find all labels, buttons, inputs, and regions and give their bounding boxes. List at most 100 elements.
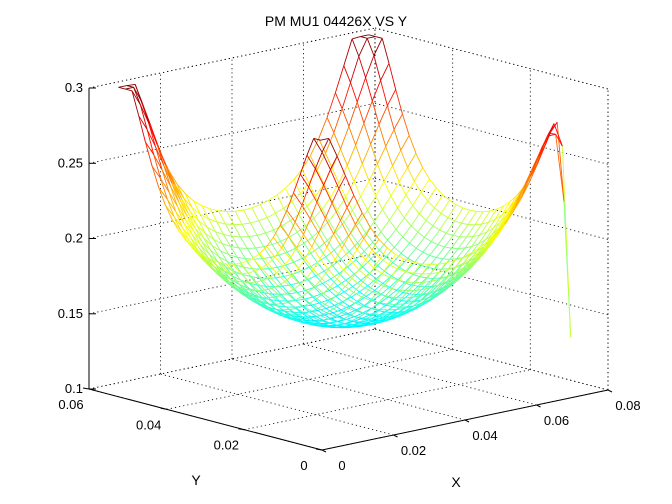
mesh-segment [367, 195, 377, 211]
mesh-segment [357, 242, 365, 252]
mesh-segment [297, 289, 306, 293]
mesh-segment [410, 213, 420, 226]
mesh-segment [355, 251, 365, 261]
mesh-segment [378, 302, 387, 305]
mesh-segment [166, 198, 176, 212]
mesh-segment [191, 207, 201, 215]
mesh-segment [341, 308, 349, 314]
mesh-segment [283, 207, 291, 221]
mesh-segment [232, 263, 240, 265]
mesh-segment [340, 148, 348, 166]
mesh-segment [300, 266, 310, 272]
mesh-segment [375, 180, 385, 197]
mesh-segment [381, 313, 391, 316]
mesh-segment [463, 252, 471, 264]
mesh-segment [227, 271, 237, 282]
mesh-segment [301, 291, 309, 298]
mesh-segment [232, 263, 242, 275]
mesh-segment [370, 143, 378, 165]
mesh-segment [343, 315, 351, 320]
mesh-segment [426, 290, 436, 295]
grid-floor-x-3 [303, 343, 537, 406]
mesh-segment [480, 241, 488, 252]
mesh-segment [183, 197, 193, 208]
mesh-segment [118, 86, 126, 90]
mesh-segment [487, 208, 498, 223]
mesh-segment [412, 261, 421, 265]
mesh-segment [443, 279, 451, 288]
mesh-segment [400, 135, 410, 151]
mesh-segment [282, 284, 291, 287]
mesh-segment [339, 298, 348, 305]
mesh-segment [208, 218, 216, 232]
mesh-segment [383, 314, 391, 319]
mesh-segment [395, 254, 405, 260]
mesh-segment [327, 231, 337, 241]
mesh-segment [296, 307, 306, 314]
mesh-segment [365, 296, 374, 301]
mesh-segment [331, 167, 340, 184]
mesh-segment [304, 312, 314, 318]
mesh-segment [296, 247, 306, 260]
mesh-segment [210, 208, 219, 212]
mesh-segment [474, 223, 482, 226]
mesh-segment [331, 293, 339, 300]
mesh-segment [446, 260, 455, 271]
mesh-segment [361, 212, 371, 228]
mesh-segment [357, 301, 365, 306]
mesh-segment [280, 241, 288, 253]
mesh-segment [356, 238, 365, 250]
mesh-segment [342, 301, 350, 307]
mesh-segment [208, 218, 218, 223]
mesh-segment [296, 232, 305, 244]
mesh-segment [456, 204, 464, 209]
mesh-segment [185, 219, 195, 232]
mesh-segment [301, 169, 310, 184]
mesh-segment [288, 231, 298, 238]
mesh-segment [321, 208, 330, 222]
mesh-segment [200, 214, 209, 220]
mesh-segment [419, 293, 428, 301]
mesh-segment [403, 302, 412, 305]
mesh-segment [413, 272, 423, 275]
mesh-segment [235, 264, 243, 275]
mesh-segment [284, 275, 292, 282]
mesh-segment [271, 288, 281, 297]
mesh-segment [368, 180, 377, 197]
mesh-segment [323, 183, 332, 198]
mesh-segment [215, 231, 224, 236]
mesh-segment [410, 295, 419, 298]
mesh-segment [300, 312, 308, 318]
mesh-segment [153, 154, 161, 179]
mesh-segment [309, 298, 317, 304]
mesh-segment [417, 231, 425, 238]
mesh-segment [405, 181, 415, 196]
mesh-segment [429, 244, 439, 256]
mesh-segment [411, 295, 420, 303]
mesh-segment [380, 286, 390, 295]
mesh-segment [346, 195, 355, 208]
mesh-segment [151, 166, 161, 179]
mesh-segment [424, 278, 434, 288]
mesh-segment [367, 36, 376, 39]
mesh-segment [331, 188, 340, 204]
mesh-segment [339, 303, 349, 309]
mesh-segment [285, 179, 295, 189]
mesh-segment [392, 253, 402, 263]
mesh-segment [220, 250, 230, 256]
mesh-segment [259, 246, 267, 254]
mesh-segment [384, 262, 394, 272]
mesh-segment [387, 296, 395, 300]
mesh-segment [343, 269, 353, 279]
mesh-segment [484, 227, 494, 241]
x-tick-label-4: 0.08 [615, 398, 640, 413]
mesh-segment [307, 285, 316, 293]
mesh-segment [358, 269, 368, 278]
mesh-segment [289, 258, 299, 269]
mesh-segment [238, 247, 248, 249]
mesh-segment [260, 199, 269, 206]
mesh-segment [333, 108, 343, 133]
mesh-segment [316, 201, 326, 219]
mesh-segment [331, 318, 339, 323]
mesh-segment [489, 208, 497, 212]
